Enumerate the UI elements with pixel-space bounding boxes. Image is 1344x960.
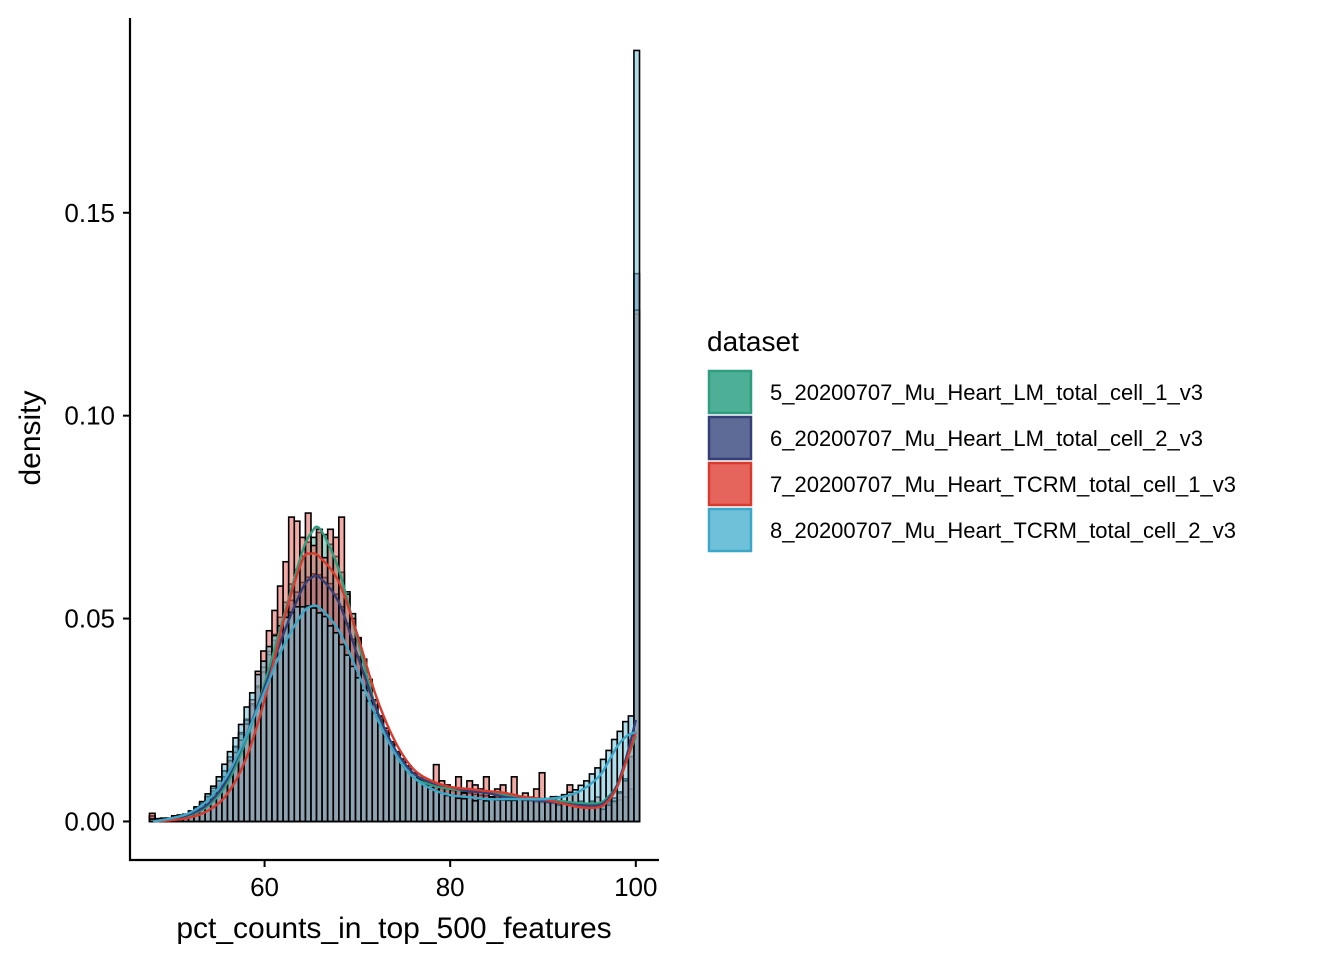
y-axis-title: density [14,390,47,485]
histogram-bar [326,625,335,823]
legend-item: 5_20200707_Mu_Heart_LM_total_cell_1_v3 [707,369,1203,415]
histogram-bar [338,643,346,823]
histogram-bar [315,612,323,823]
histogram-bar [482,799,490,823]
histogram-bar [532,799,541,823]
histogram-bar [221,763,229,823]
x-tick-label: 100 [614,872,657,902]
histogram-bar [360,689,368,823]
histogram-bar [310,607,318,823]
histogram-bar [376,720,385,823]
histogram-bar [293,605,301,823]
histogram-bar [415,778,424,823]
density-curve-3 [153,552,637,823]
histogram-bar [633,49,641,823]
histogram-bar [499,799,507,823]
histogram-bar [321,615,329,823]
histogram-bar [388,741,396,823]
legend-item: 6_20200707_Mu_Heart_LM_total_cell_2_v3 [707,415,1203,461]
histogram-bar [477,798,485,823]
x-axis-title: pct_counts_in_top_500_features [176,912,611,945]
histogram-bar [505,799,513,823]
legend-swatch [707,461,753,507]
y-tick-label: 0.05 [64,604,115,634]
histogram-bar [493,799,502,823]
histogram-bar [438,792,446,823]
x-tick-label: 80 [436,872,465,902]
histogram-bar [299,605,307,823]
histogram-bar [488,798,496,823]
y-tick-label: 0.00 [64,806,115,836]
legend-swatch [707,507,753,553]
histogram-bar [454,797,463,823]
y-tick-label: 0.15 [64,198,115,228]
histogram-bar [365,700,374,823]
histogram-bar [560,793,568,823]
histogram-bar [432,789,440,823]
histogram-bar [527,798,535,823]
histogram-bar [243,706,251,823]
y-tick-label: 0.10 [64,401,115,431]
x-tick-label: 60 [250,872,279,902]
histogram-bar [349,665,357,823]
histogram-bar [287,611,296,823]
histogram-bar [421,783,429,823]
density-curve-4 [152,604,637,823]
histogram-bar [343,654,351,823]
legend-items: 5_20200707_Mu_Heart_LM_total_cell_1_v3 6_… [707,369,1236,553]
legend-swatch [707,415,753,461]
x-axis-ticks: 60 80 100 [250,860,657,902]
histogram-bar [304,605,312,823]
legend-label: 6_20200707_Mu_Heart_LM_total_cell_2_v3 [770,426,1203,451]
legend-item: 7_20200707_Mu_Heart_TCRM_total_cell_1_v3 [707,461,1236,507]
histogram-bar [460,797,468,823]
legend-label: 5_20200707_Mu_Heart_LM_total_cell_1_v3 [770,380,1203,405]
bar-series-4 [148,49,641,823]
histogram-bar [371,712,379,823]
histogram-bar [510,799,518,823]
histogram-bar [521,799,529,823]
legend-title: dataset [707,326,799,357]
density-curves [152,525,637,823]
legend-item: 8_20200707_Mu_Heart_TCRM_total_cell_2_v3 [707,507,1236,553]
histogram-bar [427,787,435,823]
histogram-bar [332,631,340,823]
legend-swatch [707,369,753,415]
histogram-bar [354,676,362,823]
legend-label: 7_20200707_Mu_Heart_TCRM_total_cell_1_v3 [770,472,1236,497]
histogram-bar [382,732,390,823]
histogram-bar [443,794,451,823]
legend-label: 8_20200707_Mu_Heart_TCRM_total_cell_2_v3 [770,518,1236,543]
histogram-bar [466,796,474,823]
histogram-bar [449,794,457,823]
histogram-bar [516,798,524,823]
histogram-bar [471,799,479,823]
legend: dataset 5_20200707_Mu_Heart_LM_total_cel… [707,326,1236,553]
y-axis-ticks: 0.00 0.05 0.10 0.15 [64,198,130,836]
histogram-bars [148,49,641,823]
